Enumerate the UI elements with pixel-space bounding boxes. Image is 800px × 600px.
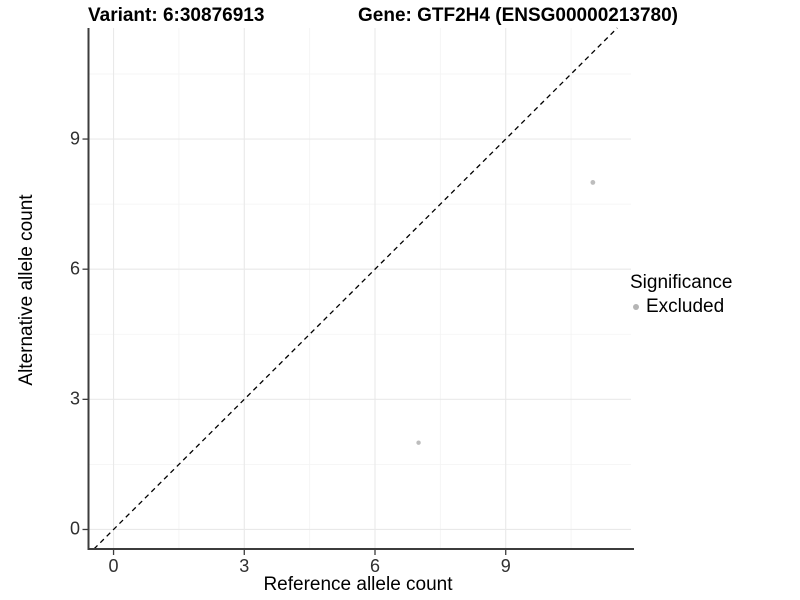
y-tick-label: 3: [69, 388, 80, 409]
x-tick-label: 3: [239, 556, 250, 576]
data-point: [416, 440, 421, 445]
x-tick-label: 6: [369, 556, 381, 576]
identity-dashed-line: [93, 27, 618, 550]
y-tick-label: 6: [69, 258, 80, 279]
axis-lines: [87, 28, 634, 550]
legend-key-dot: [633, 304, 639, 310]
legend-title: Significance: [630, 272, 733, 293]
major-gridlines: [88, 28, 631, 549]
legend-item-excluded: Excluded: [630, 296, 732, 318]
x-tick-label: 0: [108, 556, 119, 576]
legend: Significance Excluded: [630, 272, 732, 318]
data-points: [416, 180, 596, 445]
plot-title-variant: Variant: 6:30876913: [88, 5, 265, 26]
minor-gridlines: [88, 28, 631, 549]
data-point: [590, 180, 596, 185]
x-axis-title: Reference allele count: [263, 574, 453, 595]
y-axis-title: Alternative allele count: [16, 194, 37, 386]
y-tick-label: 0: [69, 518, 80, 539]
identity-line: [93, 27, 618, 550]
plot-title-gene: Gene: GTF2H4 (ENSG00000213780): [358, 5, 678, 26]
axis-tick-marks: [82, 138, 507, 555]
legend-item-label: Excluded: [646, 296, 725, 317]
x-tick-label: 9: [500, 556, 511, 576]
y-tick-label: 9: [69, 128, 80, 149]
